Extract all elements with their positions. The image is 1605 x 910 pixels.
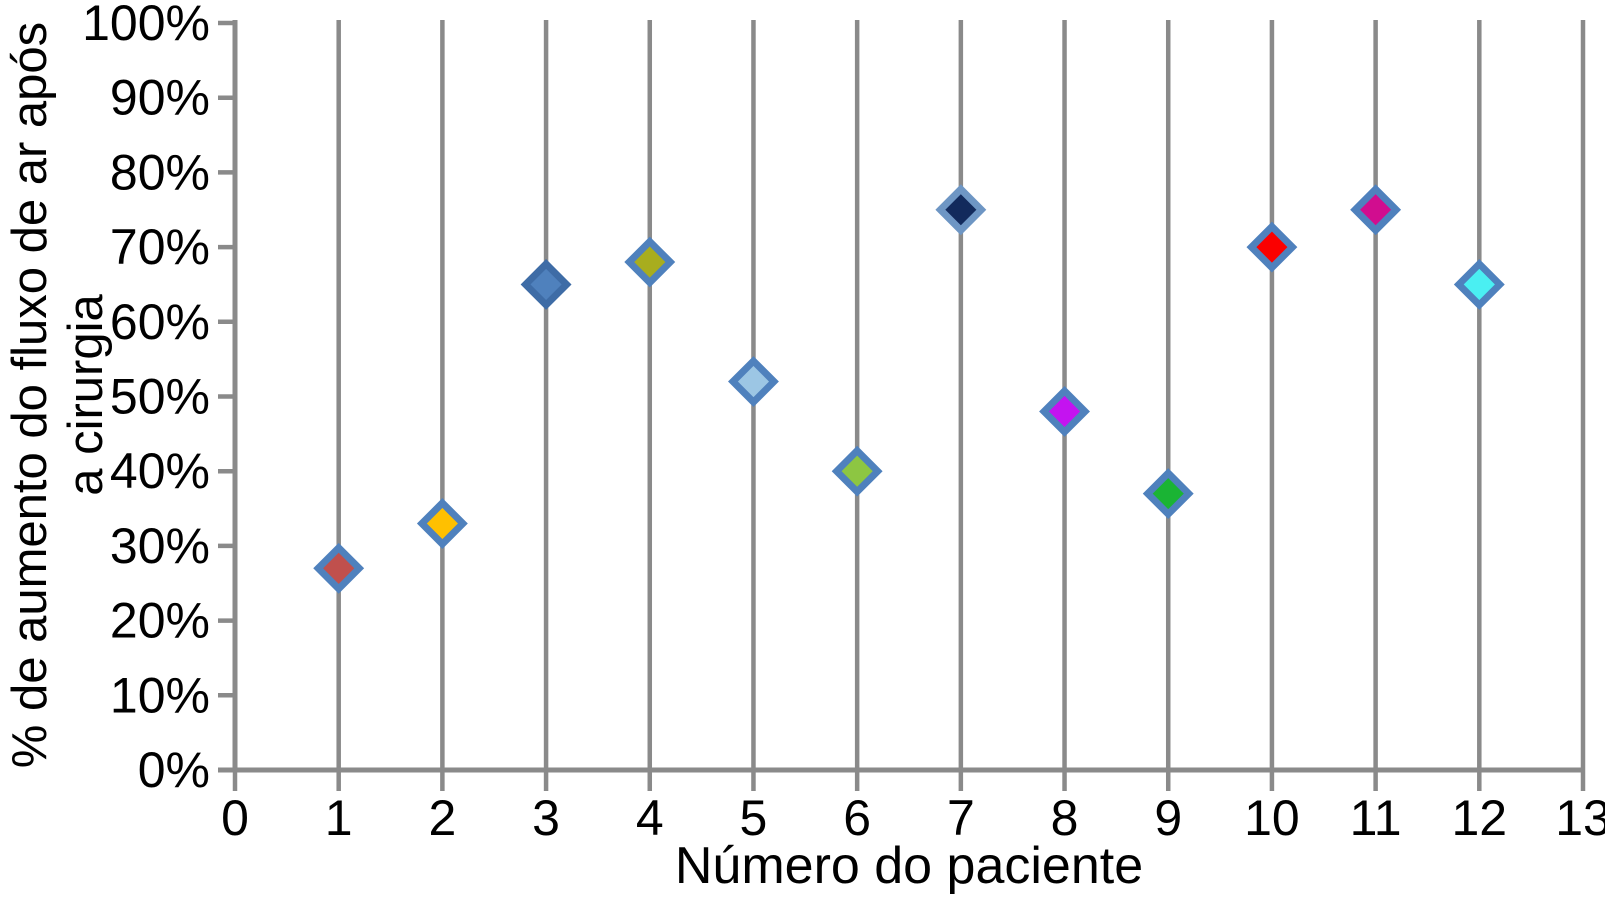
data-point-11 <box>1350 184 1402 236</box>
y-tick-label-80: 80% <box>110 144 210 200</box>
y-tick-label-50: 50% <box>110 369 210 425</box>
data-points <box>313 184 1505 594</box>
x-tick-label-3: 3 <box>532 790 560 846</box>
data-point-4 <box>624 236 676 288</box>
data-point-2 <box>416 498 468 549</box>
y-tick-label-90: 90% <box>110 70 210 126</box>
x-tick-label-10: 10 <box>1244 790 1300 846</box>
data-point-12 <box>1453 259 1505 310</box>
data-point-8 <box>1039 385 1090 437</box>
x-tick-label-1: 1 <box>325 790 353 846</box>
data-point-5 <box>728 356 779 408</box>
x-tick-label-13: 13 <box>1555 790 1605 846</box>
x-tick-label-7: 7 <box>947 790 975 846</box>
y-axis-title-line-1: % de aumento do fluxo de ar após <box>3 21 57 769</box>
y-tick-label-60: 60% <box>110 294 210 350</box>
y-axis-title: % de aumento do fluxo de ar após a cirur… <box>2 10 114 780</box>
data-point-10 <box>1246 221 1298 273</box>
x-tick-label-8: 8 <box>1051 790 1079 846</box>
y-tick-label-10: 10% <box>110 667 210 723</box>
data-point-6 <box>831 445 883 497</box>
y-tick-label-100: 100% <box>82 0 210 51</box>
x-ticks: 0 1 2 3 4 5 6 7 8 9 10 11 12 13 <box>221 770 1605 846</box>
data-point-7 <box>935 184 987 236</box>
vertical-gridlines <box>336 20 1586 770</box>
y-axis-title-line-2: a cirurgia <box>59 294 113 496</box>
y-ticks: 0% 10% 20% 30% 40% 50% 60% 70% 80% 90% 100% <box>82 0 235 798</box>
data-point-9 <box>1142 468 1194 520</box>
data-point-1 <box>313 542 365 594</box>
y-tick-label-30: 30% <box>110 518 210 574</box>
x-tick-label-11: 11 <box>1350 790 1402 846</box>
y-tick-label-20: 20% <box>110 593 210 649</box>
x-tick-label-12: 12 <box>1451 790 1507 846</box>
x-tick-label-6: 6 <box>843 790 871 846</box>
x-axis-title: Número do paciente <box>674 837 1144 895</box>
x-tick-label-0: 0 <box>221 790 249 846</box>
y-tick-label-0: 0% <box>138 742 210 798</box>
data-point-3 <box>520 259 572 310</box>
x-tick-label-9: 9 <box>1154 790 1182 846</box>
x-tick-label-4: 4 <box>636 790 664 846</box>
x-tick-label-2: 2 <box>428 790 456 846</box>
x-tick-label-5: 5 <box>740 790 768 846</box>
y-tick-label-70: 70% <box>110 219 210 275</box>
y-tick-label-40: 40% <box>110 443 210 499</box>
